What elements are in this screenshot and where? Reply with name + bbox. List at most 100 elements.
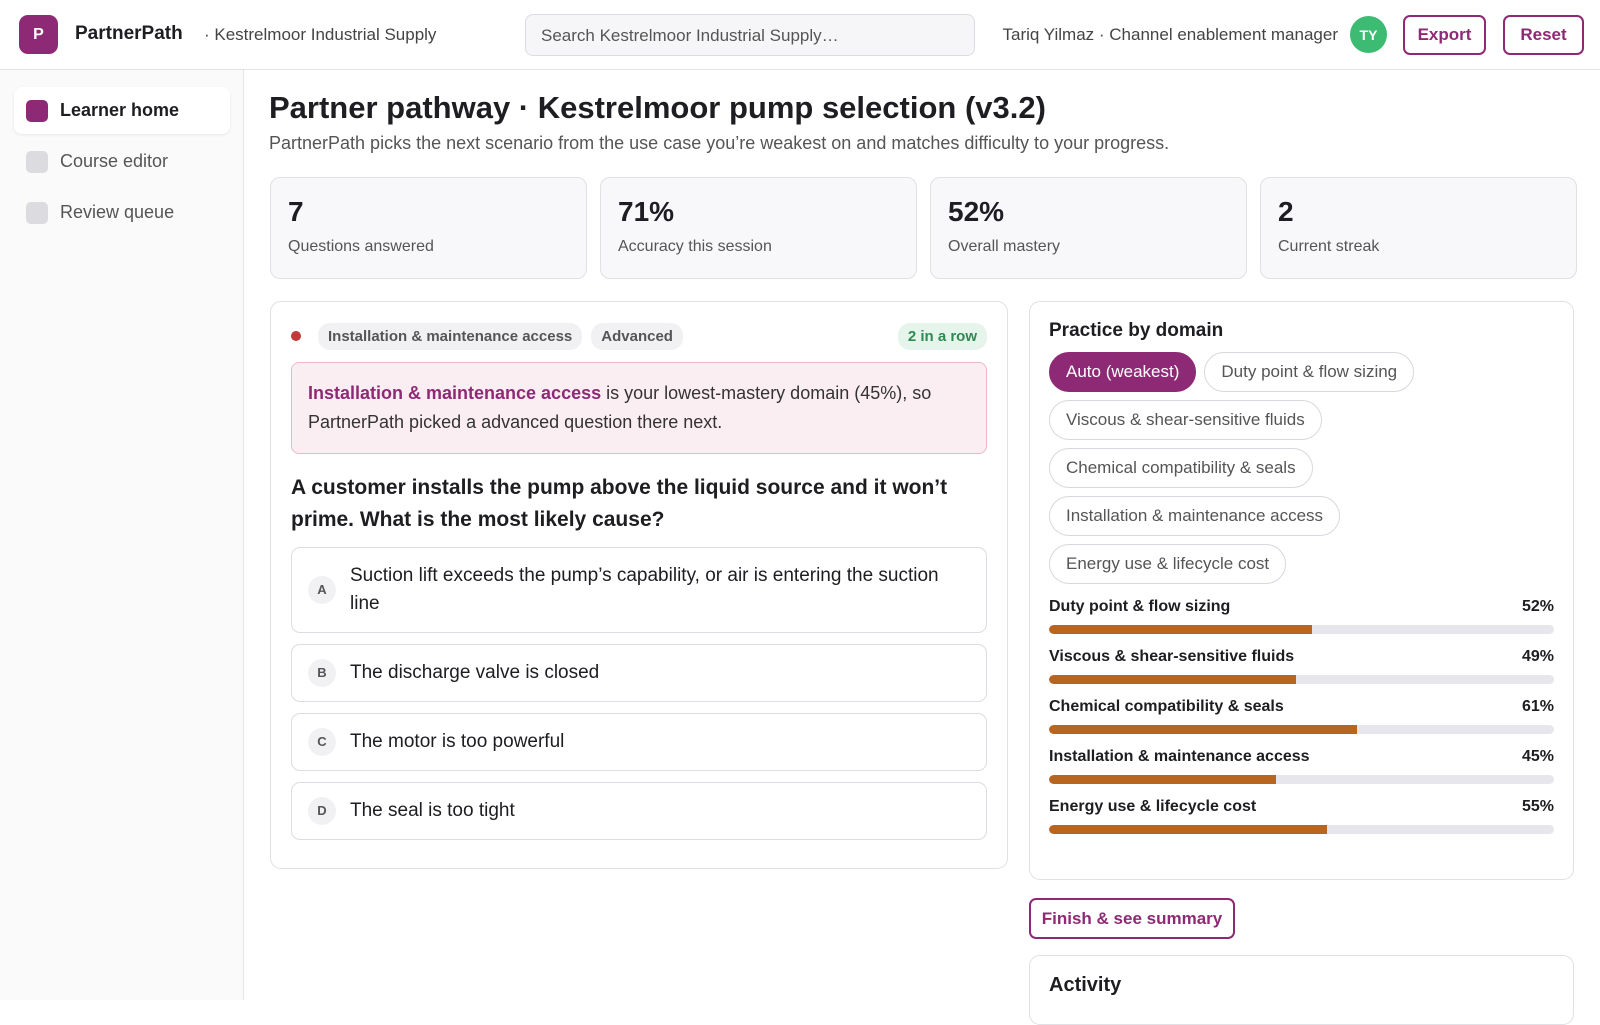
option-text: The seal is too tight <box>350 800 515 821</box>
status-dot <box>291 331 301 341</box>
progress-fill <box>1049 825 1327 834</box>
nav-icon <box>26 202 48 224</box>
option-text: The discharge valve is closed <box>350 662 600 683</box>
domain-row: Energy use & lifecycle cost 55% <box>1049 798 1554 834</box>
search[interactable]: Search Kestrelmoor Industrial Supply… <box>525 14 975 56</box>
activity-card: Activity <box>1029 955 1574 1025</box>
domain-row: Installation & maintenance access 45% <box>1049 748 1554 784</box>
progress-track <box>1049 675 1554 684</box>
option-key: D <box>308 797 336 825</box>
nav-label: Course editor <box>60 151 169 171</box>
answer-option[interactable]: A Suction lift exceeds the pump’s capabil… <box>291 547 987 633</box>
page-subtitle: PartnerPath picks the next scenario from… <box>269 133 1170 153</box>
page-title: Partner pathway · Kestrelmoor pump selec… <box>269 90 1046 125</box>
domain-name: Viscous & shear-sensitive fluids <box>1049 648 1295 665</box>
progress-track <box>1049 825 1554 834</box>
tag: Installation & maintenance access <box>318 322 583 350</box>
brand: PartnerPath <box>75 23 183 44</box>
domain-mastery: Duty point & flow sizing 52% Viscous & she… <box>1049 598 1554 834</box>
answer-option[interactable]: D The seal is too tight <box>291 782 987 840</box>
stat-card: 71% Accuracy this session <box>600 177 917 279</box>
nav-item[interactable]: Learner home <box>14 87 230 134</box>
finish-button[interactable]: Finish & see summary <box>1029 898 1235 939</box>
progress-track <box>1049 725 1554 734</box>
nav-icon <box>26 100 48 122</box>
domain-chip[interactable]: Duty point & flow sizing <box>1204 352 1415 392</box>
callout-text: is your lowest-mastery domain (45%), so … <box>308 383 932 432</box>
answer-option[interactable]: C The motor is too powerful <box>291 713 987 771</box>
callout: Installation & maintenance access is you… <box>291 362 987 454</box>
domain-name: Energy use & lifecycle cost <box>1049 798 1257 815</box>
stat-card: 2 Current streak <box>1260 177 1577 279</box>
option-key: C <box>308 728 336 756</box>
domain-percent: 52% <box>1521 598 1554 615</box>
nav-icon <box>26 151 48 173</box>
options: A Suction lift exceeds the pump’s capabil… <box>291 547 987 840</box>
nav-item[interactable]: Course editor <box>14 138 230 185</box>
domain-row: Viscous & shear-sensitive fluids 49% <box>1049 648 1554 684</box>
question-card: Installation & maintenance access Advance… <box>270 301 1008 869</box>
sidebar: Learner home Course editor Review queue <box>0 70 244 1000</box>
stat-label: Accuracy this session <box>618 238 772 255</box>
domain-chip[interactable]: Chemical compatibility & seals <box>1049 448 1313 488</box>
avatar[interactable]: TY <box>1350 16 1387 53</box>
stat-label: Overall mastery <box>948 238 1061 255</box>
answer-option[interactable]: B The discharge valve is closed <box>291 644 987 702</box>
header: P PartnerPath · Kestrelmoor Industrial S… <box>0 0 1600 70</box>
domain-chip[interactable]: Installation & maintenance access <box>1049 496 1341 536</box>
domain-chips: Auto (weakest) Duty point & flow sizing Vi… <box>1049 352 1469 584</box>
activity-title: Activity <box>1049 974 1122 996</box>
domain-percent: 49% <box>1521 648 1554 665</box>
domain-header: Energy use & lifecycle cost 55% <box>1049 798 1554 816</box>
callout-highlight: Installation & maintenance access <box>308 383 602 403</box>
option-key: B <box>308 659 336 687</box>
stat-label: Current streak <box>1278 238 1380 255</box>
practice-card: Practice by domain Auto (weakest) Duty po… <box>1029 301 1574 880</box>
domain-header: Chemical compatibility & seals 61% <box>1049 698 1554 716</box>
domain-percent: 45% <box>1521 748 1554 765</box>
question-prompt: A customer installs the pump above the l… <box>291 476 948 531</box>
nav-label: Review queue <box>60 202 175 222</box>
domain-header: Installation & maintenance access 45% <box>1049 748 1554 766</box>
tags: Installation & maintenance access Advance… <box>291 322 987 350</box>
org-name: · Kestrelmoor Industrial Supply <box>204 25 437 44</box>
option-text: The motor is too powerful <box>350 731 565 752</box>
streak-badge: 2 in a row <box>897 322 987 350</box>
progress-track <box>1049 775 1554 784</box>
nav-item[interactable]: Review queue <box>14 189 230 236</box>
domain-name: Installation & maintenance access <box>1049 748 1310 765</box>
tag: Advanced <box>591 322 683 350</box>
domain-name: Chemical compatibility & seals <box>1049 698 1284 715</box>
domain-row: Chemical compatibility & seals 61% <box>1049 698 1554 734</box>
domain-chip[interactable]: Viscous & shear-sensitive fluids <box>1049 400 1322 440</box>
stat-value: 71% <box>618 196 675 227</box>
stat-label: Questions answered <box>288 238 434 255</box>
option-text: Suction lift exceeds the pump’s capabili… <box>350 565 939 614</box>
domain-header: Duty point & flow sizing 52% <box>1049 598 1554 616</box>
progress-fill <box>1049 775 1277 784</box>
stat-card: 7 Questions answered <box>270 177 587 279</box>
option-key: A <box>308 576 336 604</box>
domain-percent: 61% <box>1521 698 1554 715</box>
logo: P <box>19 15 58 54</box>
domain-percent: 55% <box>1521 798 1554 815</box>
progress-track <box>1049 625 1554 634</box>
reset-button[interactable]: Reset <box>1503 15 1584 55</box>
stat-value: 2 <box>1278 196 1294 227</box>
domain-chip[interactable]: Energy use & lifecycle cost <box>1049 544 1287 584</box>
progress-fill <box>1049 725 1358 734</box>
export-button[interactable]: Export <box>1403 15 1486 55</box>
stat-value: 7 <box>288 196 304 227</box>
progress-fill <box>1049 675 1297 684</box>
domain-chip[interactable]: Auto (weakest) <box>1049 352 1197 392</box>
domain-name: Duty point & flow sizing <box>1049 598 1231 615</box>
user-name: Tariq Yilmaz · Channel enablement manage… <box>1002 25 1338 44</box>
nav-label: Learner home <box>60 100 180 120</box>
domain-header: Viscous & shear-sensitive fluids 49% <box>1049 648 1554 666</box>
practice-title: Practice by domain <box>1049 320 1224 341</box>
progress-fill <box>1049 625 1312 634</box>
stat-card: 52% Overall mastery <box>930 177 1247 279</box>
domain-row: Duty point & flow sizing 52% <box>1049 598 1554 634</box>
stat-value: 52% <box>948 196 1005 227</box>
